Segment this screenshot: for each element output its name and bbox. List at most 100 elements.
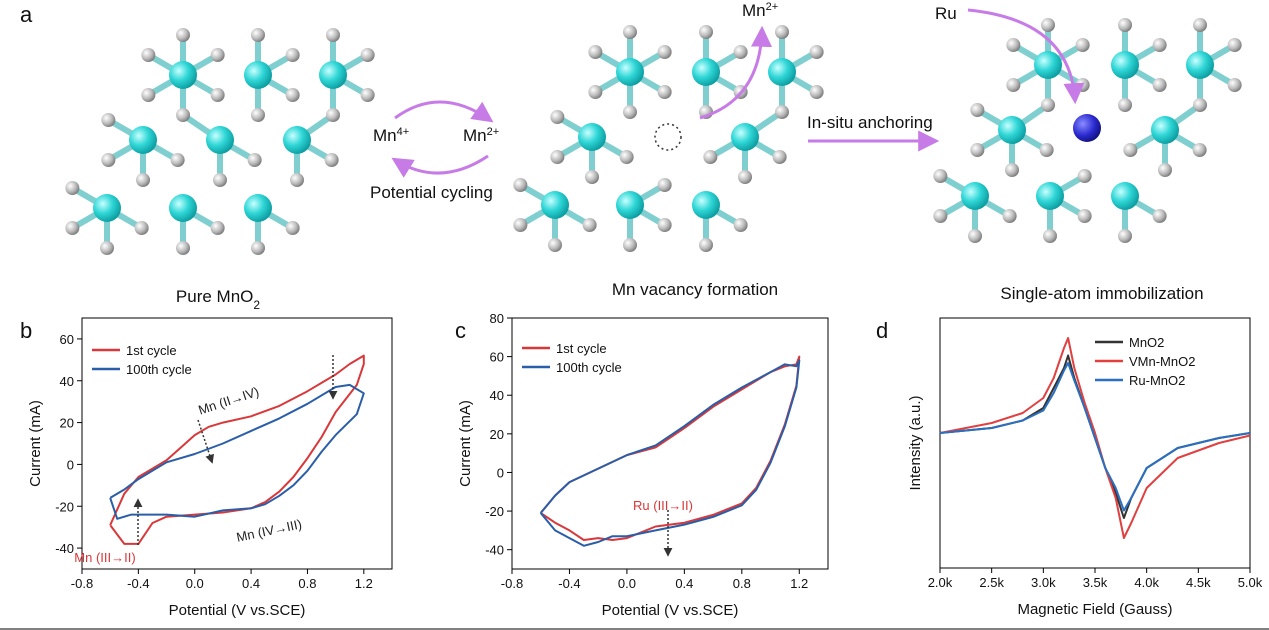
annotation: Mn (III→II)	[74, 550, 135, 565]
oxygen-atom	[251, 28, 265, 42]
label: Mn4+	[373, 126, 409, 145]
oxygen-atom	[101, 113, 116, 127]
mn-atom	[283, 126, 311, 154]
oxygen-atom	[550, 110, 565, 124]
x-tick-label: 0.8	[733, 576, 751, 591]
x-tick-label: 2.5k	[979, 575, 1004, 590]
legend-label: 100th cycle	[126, 362, 192, 377]
oxygen-atom	[809, 45, 824, 59]
label-text: Mn	[373, 126, 397, 145]
series-line	[109, 354, 365, 545]
superscript: 4+	[397, 126, 410, 138]
oxygen-atom	[285, 88, 300, 102]
caption: Pure MnO2	[176, 287, 260, 312]
oxygen-atom	[324, 153, 339, 167]
x-tick-label: 1.2	[355, 576, 373, 591]
oxygen-atom	[657, 218, 672, 232]
oxygen-atom	[1118, 18, 1132, 32]
oxygen-atom	[1193, 18, 1207, 32]
x-axis-title: Potential (V vs.SCE)	[169, 602, 306, 619]
oxygen-atom	[733, 218, 748, 232]
panel-label: c	[455, 318, 466, 343]
oxygen-atom	[210, 48, 225, 62]
oxygen-atom	[1005, 163, 1019, 177]
legend-label: 1st cycle	[126, 343, 177, 358]
oxygen-atom	[1006, 38, 1021, 52]
oxygen-atom	[247, 153, 262, 167]
y-tick-label: 20	[490, 427, 504, 442]
oxygen-atom	[134, 221, 149, 235]
oxygen-atom	[210, 88, 225, 102]
oxygen-atom	[970, 103, 985, 117]
series-line	[109, 383, 365, 520]
guide-arrow	[197, 419, 214, 464]
x-tick-label: 5.0k	[1238, 575, 1263, 590]
oxygen-atom	[136, 173, 150, 187]
x-tick-label: -0.8	[71, 576, 93, 591]
y-tick-label: 0	[497, 465, 504, 480]
y-tick-label: 60	[490, 350, 504, 365]
oxygen-atom	[623, 105, 637, 119]
oxygen-atom	[772, 150, 787, 164]
oxygen-atom	[1041, 98, 1055, 112]
oxygen-atom	[360, 48, 375, 62]
y-tick-label: 60	[60, 332, 74, 347]
arrows	[391, 8, 1085, 178]
oxygen-atom	[65, 181, 80, 195]
mn-atom	[319, 61, 347, 89]
mn-atom	[961, 182, 989, 210]
oxygen-atom	[1041, 18, 1055, 32]
mn-atom	[244, 61, 272, 89]
annotation: Ru (III→II)	[633, 498, 693, 513]
panel-label: d	[876, 318, 888, 343]
label-text: Mn	[742, 1, 766, 20]
oxygen-atom	[210, 221, 225, 235]
mn-atom	[244, 194, 272, 222]
oxygen-atom	[968, 229, 982, 243]
oxygen-atom	[141, 48, 156, 62]
lattice-layer	[65, 18, 1242, 255]
caption: Mn vacancy formation	[612, 280, 778, 299]
mn-atom	[1186, 51, 1214, 79]
oxygen-atom	[1118, 98, 1132, 112]
mn-atom	[129, 126, 157, 154]
oxygen-atom	[1123, 143, 1138, 157]
panel-label: a	[20, 2, 33, 27]
mn-atom	[93, 194, 121, 222]
oxygen-atom	[775, 25, 789, 39]
arrow	[699, 25, 773, 120]
series-line	[939, 337, 1251, 539]
y-tick-label: 80	[490, 311, 504, 326]
oxygen-atom	[588, 45, 603, 59]
plot-frame	[511, 317, 829, 570]
annotation: Mn (II→IV)	[196, 384, 260, 418]
caption: Single-atom immobilization	[1000, 284, 1203, 303]
x-tick-label: 2.0k	[928, 575, 953, 590]
oxygen-atom	[251, 108, 265, 122]
mn-atom	[692, 58, 720, 86]
oxygen-atom	[65, 221, 80, 235]
oxygen-atom	[170, 153, 185, 167]
legend-label: MnO2	[1129, 335, 1164, 350]
oxygen-atom	[1158, 163, 1172, 177]
oxygen-atom	[176, 28, 190, 42]
oxygen-atom	[176, 241, 190, 255]
x-tick-label: 4.0k	[1134, 575, 1159, 590]
oxygen-atom	[703, 150, 718, 164]
oxygen-atom	[326, 28, 340, 42]
x-tick-label: 0.0	[618, 576, 636, 591]
mn-atom	[616, 191, 644, 219]
superscript: 2+	[487, 126, 500, 138]
y-tick-label: 40	[490, 388, 504, 403]
x-tick-label: -0.4	[558, 576, 580, 591]
plot-frame	[81, 317, 393, 570]
oxygen-atom	[699, 25, 713, 39]
oxygen-atom	[733, 45, 748, 59]
oxygen-atom	[326, 108, 340, 122]
oxygen-atom	[141, 88, 156, 102]
y-tick-label: 20	[60, 416, 74, 431]
y-tick-label: -20	[55, 499, 74, 514]
oxygen-atom	[1152, 78, 1167, 92]
x-tick-label: 1.2	[790, 576, 808, 591]
